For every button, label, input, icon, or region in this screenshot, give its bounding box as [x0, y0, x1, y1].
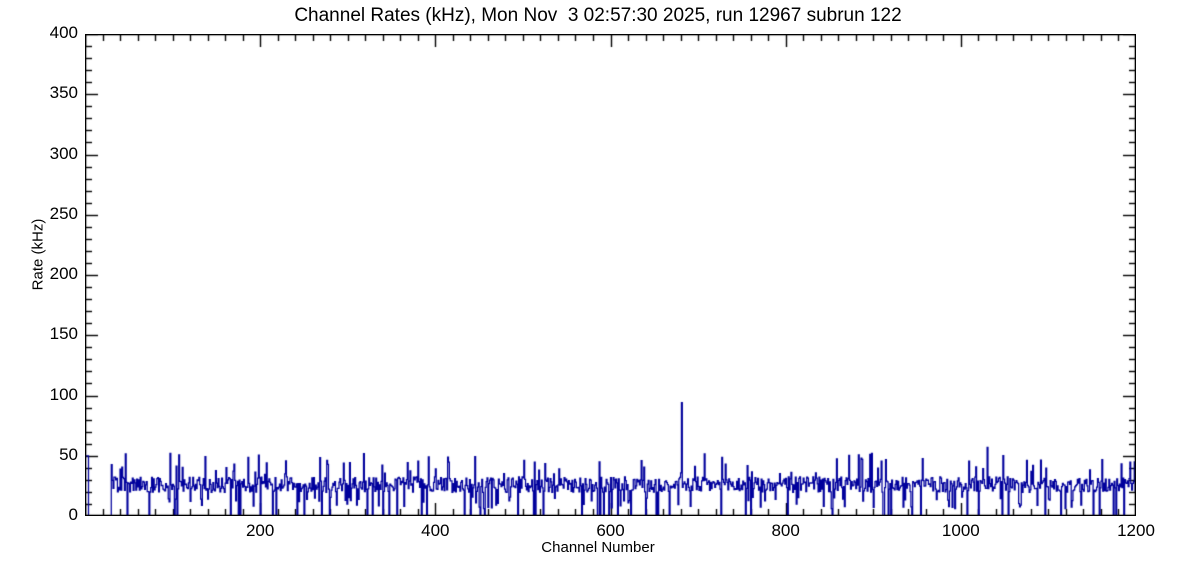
y-tick-label: 200: [49, 264, 78, 283]
x-axis-title: Channel Number: [541, 539, 655, 556]
y-tick-label: 250: [49, 203, 78, 223]
x-tick-label: 800: [771, 521, 800, 540]
y-axis-tick-labels: 0 50 100 150 200 250 300 350 400: [14, 0, 78, 572]
x-tick-label: 1200: [1117, 521, 1155, 540]
x-tick-label: 200: [245, 521, 275, 540]
y-tick-label: 0: [68, 505, 78, 524]
y-tick-label: 150: [49, 324, 78, 344]
x-tick-label: 400: [421, 521, 450, 540]
y-tick-label: 50: [59, 444, 78, 464]
chart-title: Channel Rates (kHz), Mon Nov 3 02:57:30 …: [294, 5, 902, 26]
x-tick-label: 600: [596, 521, 625, 540]
y-tick-label: 350: [49, 83, 78, 103]
x-tick-label: 1000: [941, 521, 980, 540]
y-tick-label: 300: [49, 143, 78, 163]
y-axis-title: Rate (kHz): [29, 218, 47, 291]
plot-data-area[interactable]: [85, 34, 1136, 516]
y-tick-label: 100: [49, 384, 78, 404]
y-tick-label: 400: [49, 23, 78, 42]
